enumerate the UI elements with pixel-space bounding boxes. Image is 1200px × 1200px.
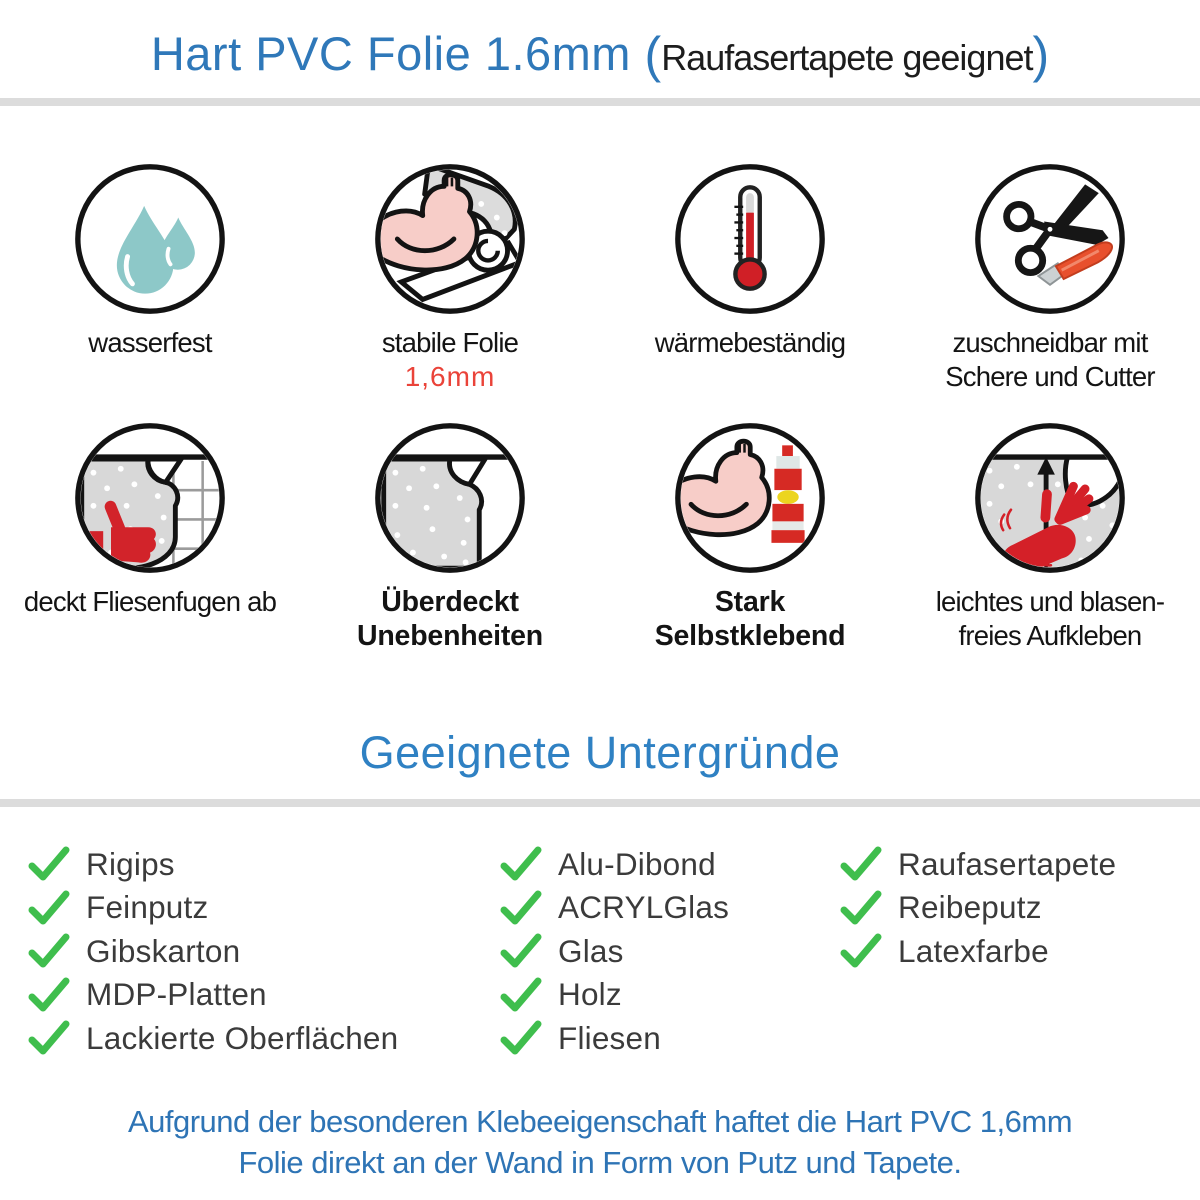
scissors-cutter-icon	[972, 161, 1128, 317]
list-item: Reibeputz	[840, 889, 1180, 925]
check-icon	[28, 977, 70, 1011]
page-subtitle: Raufasertapete geeignet	[661, 37, 1033, 78]
surfaces-column-3: Raufasertapete Reibeputz Latexfarbe	[840, 846, 1180, 1065]
page-title: Hart PVC Folie 1.6mm	[150, 27, 645, 80]
feature-label: Überdeckt Unebenheiten	[356, 586, 544, 652]
footer-note: Aufgrund der besonderen Klebeeigenschaft…	[0, 1101, 1200, 1183]
feature-label: leichtes und blasen- freies Aufkleben	[935, 586, 1165, 651]
surfaces-column-1: Rigips Feinputz Gibskarton MDP-Platten L…	[28, 846, 500, 1065]
check-icon	[28, 1020, 70, 1055]
title-paren-close: )	[1032, 27, 1050, 83]
check-icon	[28, 890, 70, 924]
feature-label: wärmebeständig	[654, 327, 846, 358]
title-paren-open: (	[644, 27, 662, 83]
check-icon	[500, 933, 542, 968]
muscle-glue-tube-icon	[672, 420, 828, 576]
list-item: Lackierte Oberflächen	[28, 1020, 500, 1056]
list-item: ACRYLGlas	[500, 889, 840, 925]
check-icon	[840, 890, 882, 924]
surfaces-heading: Geeignete Untergründe	[359, 727, 841, 778]
list-item: Feinputz	[28, 889, 500, 925]
thickness-value: 1,6mm	[404, 361, 496, 392]
check-icon	[840, 846, 882, 881]
check-icon	[500, 846, 542, 881]
feature-label: wasserfest	[88, 327, 212, 358]
feature-stabile-folie: stabile Folie 1,6mm	[300, 161, 600, 394]
list-item: Holz	[500, 976, 840, 1012]
muscle-foil-icon	[372, 161, 528, 317]
feature-unebenheiten: Überdeckt Unebenheiten	[300, 420, 600, 653]
hand-press-foil-icon	[972, 420, 1128, 576]
list-item: Alu-Dibond	[500, 846, 840, 882]
feature-row-1: wasserfest	[0, 161, 1200, 394]
feature-label: deckt Fliesenfugen ab	[23, 586, 277, 617]
feature-zuschneidbar: zuschneidbar mit Schere und Cutter	[900, 161, 1200, 394]
feature-label: Stark Selbstklebend	[654, 586, 846, 652]
feature-fliesenfugen: deckt Fliesenfugen ab	[0, 420, 300, 653]
feature-waermebestaendig: wärmebeständig	[600, 161, 900, 394]
check-icon	[500, 1020, 542, 1055]
surfaces-list: Rigips Feinputz Gibskarton MDP-Platten L…	[28, 846, 1200, 1065]
list-item: Glas	[500, 933, 840, 969]
check-icon	[28, 846, 70, 881]
list-item: Latexfarbe	[840, 933, 1180, 969]
list-item: Fliesen	[500, 1020, 840, 1056]
list-item: MDP-Platten	[28, 976, 500, 1012]
feature-wasserfest: wasserfest	[0, 161, 300, 394]
surfaces-column-2: Alu-Dibond ACRYLGlas Glas Holz Fliesen	[500, 846, 840, 1065]
foil-fold-icon	[372, 420, 528, 576]
water-drops-icon	[72, 161, 228, 317]
thumbs-up-tile-foil-icon	[72, 420, 228, 576]
feature-selbstklebend: Stark Selbstklebend	[600, 420, 900, 653]
check-icon	[28, 933, 70, 968]
feature-label: zuschneidbar mit Schere und Cutter	[945, 327, 1155, 392]
feature-aufkleben: leichtes und blasen- freies Aufkleben	[900, 420, 1200, 653]
divider-top	[0, 98, 1200, 106]
divider-middle	[0, 799, 1200, 807]
list-item: Rigips	[28, 846, 500, 882]
footer-line-2: Folie direkt an der Wand in Form von Put…	[238, 1144, 962, 1180]
check-icon	[500, 890, 542, 924]
footer-line-1: Aufgrund der besonderen Klebeeigenschaft…	[127, 1103, 1073, 1139]
check-icon	[840, 933, 882, 968]
feature-label: stabile Folie 1,6mm	[381, 327, 519, 392]
list-item: Gibskarton	[28, 933, 500, 969]
thermometer-icon	[672, 161, 828, 317]
list-item: Raufasertapete	[840, 846, 1180, 882]
page-header: Hart PVC Folie 1.6mm (Raufasertapete gee…	[0, 0, 1200, 84]
feature-row-2: deckt Fliesenfugen ab	[0, 420, 1200, 653]
check-icon	[500, 977, 542, 1011]
